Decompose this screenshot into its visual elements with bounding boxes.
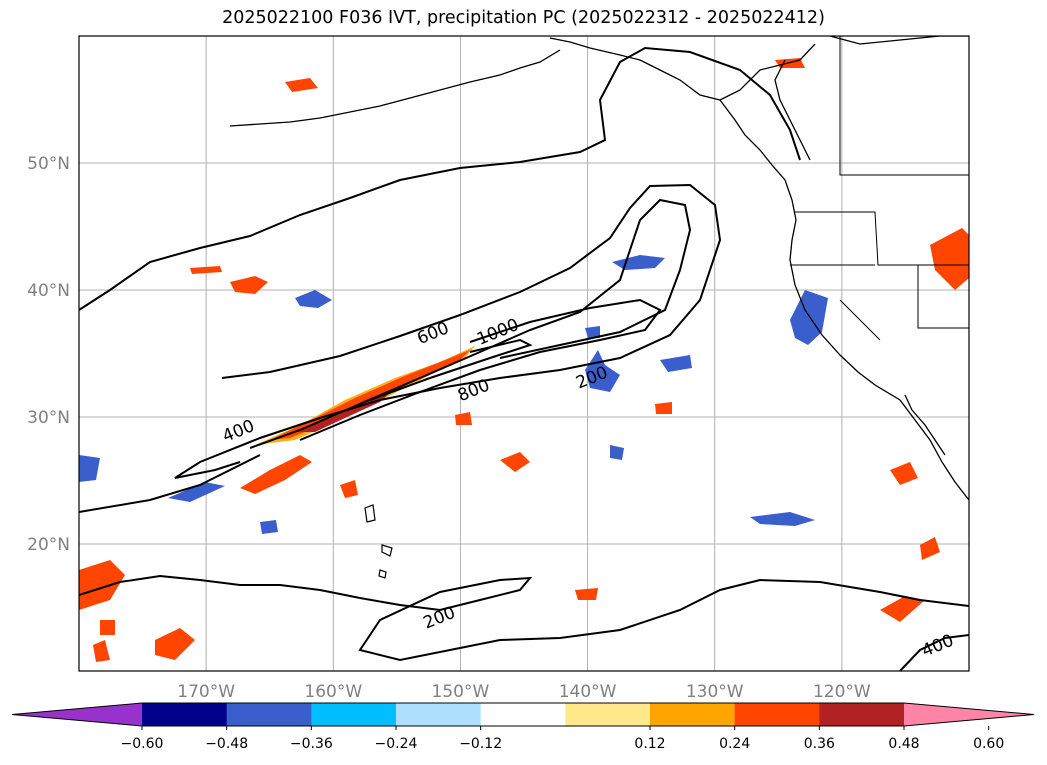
colorbar-tick-label: −0.12: [459, 736, 502, 752]
colorbar-segment: [142, 703, 228, 726]
colorbar-segment: [819, 703, 905, 726]
colorbar-tick-label: 0.12: [634, 736, 665, 752]
map-frame: [78, 35, 970, 672]
ivt-contours: [79, 46, 969, 671]
longitude-labels: 170°W 160°W 150°W 140°W 130°W 120°W: [177, 682, 871, 702]
political-borders: [790, 36, 969, 341]
colorbar-extend-max: [904, 703, 1034, 726]
colorbar-tick-label: −0.36: [290, 736, 333, 752]
lat-tick-label: 20°N: [27, 535, 70, 555]
lat-tick-label: 40°N: [27, 281, 70, 301]
lon-tick-label: 160°W: [304, 682, 362, 702]
colorbar-tick-label: 0.48: [888, 736, 919, 752]
colorbar-segment: [734, 703, 820, 726]
colorbar-segment: [396, 703, 482, 726]
lat-tick-label: 50°N: [27, 154, 70, 174]
colorbar-segment: [226, 703, 312, 726]
map-title: 2025022100 F036 IVT, precipitation PC (2…: [222, 8, 825, 28]
colorbar-tick-label: −0.24: [375, 736, 418, 752]
colorbar-segment: [311, 703, 397, 726]
lat-tick-label: 30°N: [27, 408, 70, 428]
coastlines: [229, 36, 969, 501]
colorbar-tick-label: 0.60: [973, 736, 1004, 752]
colorbar-tick-label: 0.24: [719, 736, 750, 752]
lon-tick-label: 130°W: [686, 682, 744, 702]
colorbar-extend-min: [12, 703, 142, 726]
lon-tick-label: 120°W: [813, 682, 871, 702]
colorbar-segment: [565, 703, 651, 726]
colorbar: −0.60 −0.48 −0.36 −0.24 −0.12 0.12 0.24 0.36 0.4…: [11, 702, 1035, 752]
colorbar-tick-label: −0.48: [205, 736, 248, 752]
colorbar-tick-label: 0.36: [804, 736, 835, 752]
colorbar-segment: [480, 703, 566, 726]
colorbar-tick-label: −0.60: [121, 736, 164, 752]
lon-tick-label: 140°W: [559, 682, 617, 702]
lon-tick-label: 150°W: [432, 682, 490, 702]
lon-tick-label: 170°W: [177, 682, 235, 702]
hawaii-islands: [364, 504, 393, 579]
latitude-labels: 20°N 30°N 40°N 50°N: [27, 154, 70, 555]
colorbar-segment: [650, 703, 736, 726]
